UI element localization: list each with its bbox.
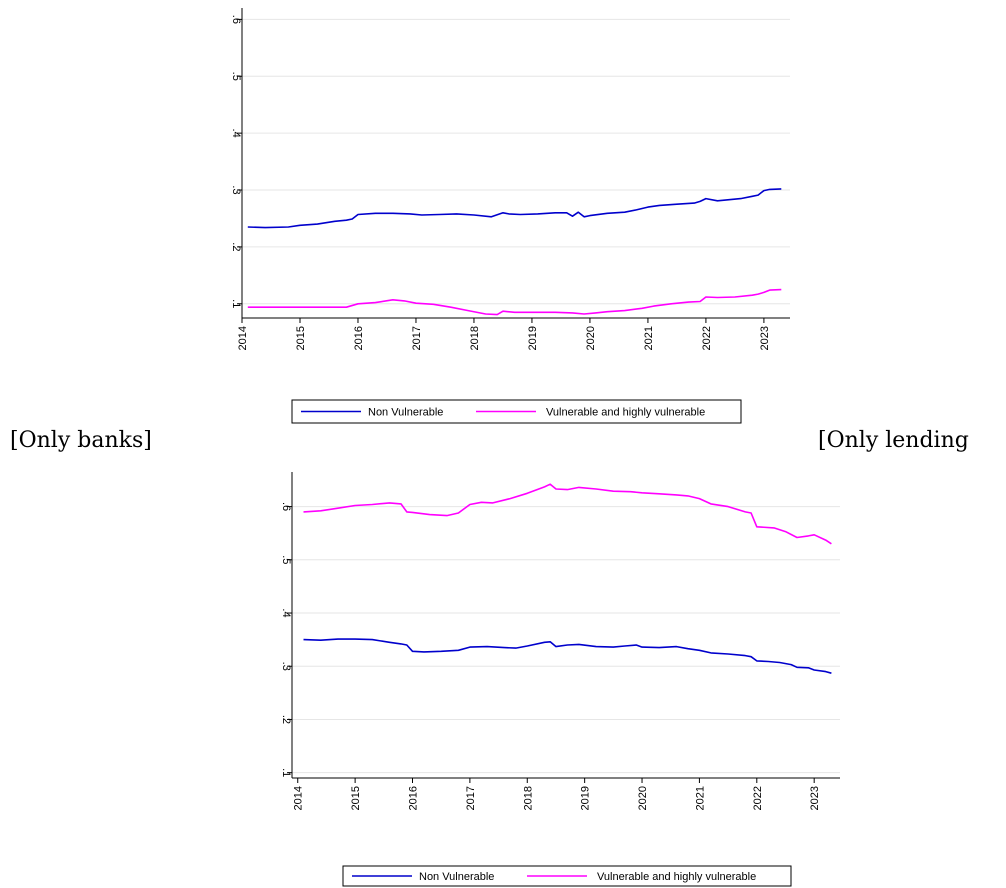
- x-tick-label: 2016: [353, 326, 365, 350]
- x-tick-label: 2022: [701, 326, 713, 350]
- y-tick-label: .2: [230, 242, 242, 251]
- y-tick-label: .4: [280, 608, 292, 617]
- chart-1-legend: Non Vulnerable Vulnerable and highly vuln…: [291, 399, 742, 424]
- chart-1-gridlines: [242, 18, 790, 305]
- chart-2-series: [303, 483, 832, 674]
- legend-label: Vulnerable and highly vulnerable: [546, 407, 705, 419]
- chart-1-ticks: .1 .2 .3 .4 .5 .6 2014 2015 2016 2017 2018 2019 2020…: [230, 15, 771, 351]
- y-tick-label: .6: [280, 502, 292, 511]
- chart-2-gridlines: [292, 506, 840, 774]
- x-tick-label: 2023: [759, 326, 771, 350]
- x-tick-label: 2014: [293, 786, 305, 810]
- y-tick-label: .2: [280, 715, 292, 724]
- series-line-non-vulnerable: [247, 188, 782, 229]
- legend-label: Non Vulnerable: [368, 407, 443, 419]
- chart-only-lending: .1 .2 .3 .4 .5 .6 2014 2015 2016 2017 2018 2019 2020…: [280, 472, 840, 887]
- series-line-vulnerable: [247, 288, 782, 316]
- y-tick-label: .4: [230, 129, 242, 138]
- x-tick-label: 2021: [643, 326, 655, 350]
- x-tick-label: 2023: [809, 786, 821, 810]
- y-tick-label: .1: [230, 299, 242, 308]
- x-tick-label: 2014: [237, 326, 249, 350]
- x-tick-label: 2018: [522, 786, 534, 810]
- x-tick-label: 2016: [408, 786, 420, 810]
- caption-left: [Only banks]: [10, 428, 152, 453]
- x-tick-label: 2020: [585, 326, 597, 350]
- series-line-vulnerable: [303, 483, 832, 545]
- y-tick-label: .1: [280, 768, 292, 777]
- legend-label: Vulnerable and highly vulnerable: [597, 871, 756, 883]
- chart-1-series: [247, 188, 782, 316]
- x-tick-label: 2021: [694, 786, 706, 810]
- x-tick-label: 2020: [637, 786, 649, 810]
- x-tick-label: 2015: [350, 786, 362, 810]
- x-tick-label: 2018: [469, 326, 481, 350]
- x-tick-label: 2015: [295, 326, 307, 350]
- y-tick-label: .3: [280, 662, 292, 671]
- y-tick-label: .6: [230, 15, 242, 24]
- legend-label: Non Vulnerable: [419, 871, 494, 883]
- x-tick-label: 2017: [465, 786, 477, 810]
- chart-1-axes: [241, 8, 790, 319]
- chart-2-legend: Non Vulnerable Vulnerable and highly vuln…: [342, 865, 792, 887]
- chart-only-banks: .1 .2 .3 .4 .5 .6 2014 2015 2016 2017 2018 2019 2020…: [230, 8, 790, 424]
- caption-right: [Only lending: [818, 428, 969, 453]
- x-tick-label: 2022: [752, 786, 764, 810]
- x-tick-label: 2019: [580, 786, 592, 810]
- y-tick-label: .5: [230, 72, 242, 81]
- chart-2-axes: [291, 472, 840, 779]
- x-tick-label: 2017: [411, 326, 423, 350]
- series-line-non-vulnerable: [303, 638, 832, 674]
- x-tick-label: 2019: [527, 326, 539, 350]
- y-tick-label: .3: [230, 185, 242, 194]
- chart-2-ticks: .1 .2 .3 .4 .5 .6 2014 2015 2016 2017 2018 2019 2020…: [280, 502, 821, 810]
- y-tick-label: .5: [280, 555, 292, 564]
